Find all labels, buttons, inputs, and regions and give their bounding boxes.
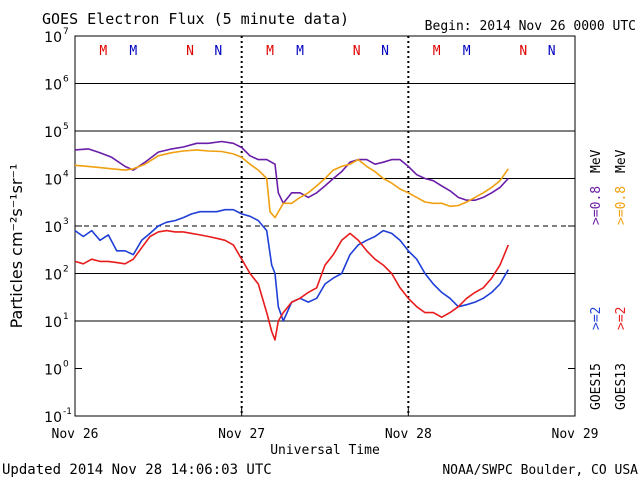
day-marker: M (129, 44, 137, 59)
day-marker: N (353, 44, 361, 59)
legend-entry: >=0.8 MeV (589, 149, 604, 225)
x-tick-label: Nov 28 (385, 427, 432, 442)
day-marker: M (99, 44, 107, 59)
series-line (74, 140, 509, 205)
y-axis-label: Particles cm⁻²s⁻¹sr⁻¹ (7, 164, 26, 329)
legend-satellite: GOES15 (589, 363, 604, 410)
y-tick-label: 10 (44, 410, 62, 426)
legend-unit: MeV (614, 149, 629, 173)
legend-entry: GOES15 >=2 (589, 307, 604, 410)
x-tick-label: Nov 27 (218, 427, 265, 442)
x-axis-label: Universal Time (270, 443, 380, 458)
y-tick-label: 10 (44, 125, 62, 141)
day-marker: N (519, 44, 527, 59)
series-line (74, 149, 509, 219)
chart-title: GOES Electron Flux (5 minute data) (42, 10, 349, 28)
legend: GOES15 >=2 GOES13 >=2 >=0.8 MeV >=0.8 MeV (589, 149, 629, 410)
y-tick-label: 10 (44, 220, 62, 236)
y-tick-exponent: 4 (63, 170, 69, 180)
y-tick-exponent: 5 (63, 122, 69, 132)
y-tick-exponent: 3 (63, 217, 69, 227)
day-marker: N (548, 44, 556, 59)
series-layer (74, 140, 510, 341)
legend-series-label: >=0.8 (589, 186, 604, 225)
y-tick-label: 10 (44, 315, 62, 331)
y-tick-exponent: 6 (63, 75, 69, 85)
y-tick-exponent: 1 (63, 312, 69, 322)
series-line (74, 208, 509, 322)
begin-label: Begin: 2014 Nov 26 0000 UTC (425, 19, 636, 34)
legend-series-label: >=2 (589, 307, 604, 330)
y-tick-label: 10 (44, 30, 62, 46)
y-tick-label: 10 (44, 363, 62, 379)
day-marker: N (186, 44, 194, 59)
day-marker: M (266, 44, 274, 59)
legend-entry: GOES13 >=2 (614, 307, 629, 410)
updated-label: Updated 2014 Nov 28 14:06:03 UTC (2, 462, 272, 478)
y-tick-exponent: 7 (63, 27, 69, 37)
legend-unit: MeV (589, 149, 604, 173)
y-tick-label: 10 (44, 268, 62, 284)
day-marker: N (214, 44, 222, 59)
day-marker: N (381, 44, 389, 59)
x-tick-label: Nov 26 (52, 427, 99, 442)
day-marker: M (296, 44, 304, 59)
day-marker: M (433, 44, 441, 59)
y-tick-label: 10 (44, 173, 62, 189)
y-tick-label: 10 (44, 78, 62, 94)
credit-label: NOAA/SWPC Boulder, CO USA (442, 463, 638, 478)
y-tick-exponent: 2 (63, 265, 69, 275)
series-line (74, 229, 510, 341)
legend-series-label: >=0.8 (614, 186, 629, 225)
y-tick-exponent: 0 (63, 360, 69, 370)
legend-series-label: >=2 (614, 307, 629, 330)
legend-satellite: GOES13 (614, 363, 629, 410)
x-tick-label: Nov 29 (552, 427, 599, 442)
grid-layer (75, 36, 575, 416)
legend-entry: >=0.8 MeV (614, 149, 629, 225)
day-marker: M (463, 44, 471, 59)
y-tick-exponent: -1 (63, 407, 72, 417)
